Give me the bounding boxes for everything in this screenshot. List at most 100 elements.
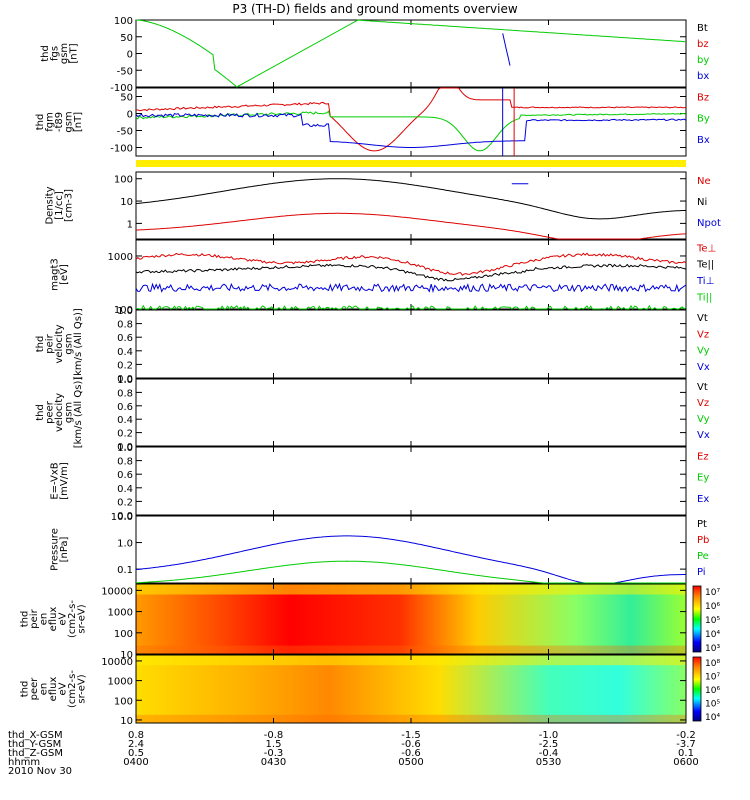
axis-row-value: -1.5 bbox=[401, 730, 421, 741]
y-tick-label: 10 bbox=[120, 650, 133, 661]
panel-frame bbox=[135, 446, 687, 516]
colorbar-tick-label: 10⁶ bbox=[705, 602, 720, 612]
y-axis-label: fgs bbox=[49, 46, 60, 61]
axis-row-value: -0.6 bbox=[401, 748, 421, 759]
axis-row-value: 0600 bbox=[673, 757, 698, 768]
y-axis-label: sr-eV) bbox=[77, 674, 88, 703]
y-tick-label: 0.8 bbox=[117, 457, 133, 468]
series-p1-blue bbox=[502, 33, 511, 66]
legend-Ti⊥: Ti⊥ bbox=[696, 276, 714, 287]
legend-Pt: Pt bbox=[697, 519, 707, 530]
y-axis-label: [mV/m] bbox=[59, 462, 70, 500]
y-axis-label: [nPa] bbox=[59, 536, 70, 562]
y-tick-label: 0.4 bbox=[117, 484, 133, 495]
series-p4-blue bbox=[135, 282, 687, 294]
y-axis-label: (cm2-s- bbox=[67, 670, 78, 708]
legend-bx: bx bbox=[697, 71, 709, 82]
y-tick-label: 0.8 bbox=[117, 388, 133, 399]
y-tick-label: 0.0 bbox=[117, 442, 133, 453]
y-tick-label: 0.4 bbox=[117, 347, 133, 358]
axis-date: 2010 Nov 30 bbox=[8, 766, 72, 777]
y-axis-label: peir bbox=[45, 333, 56, 353]
y-axis-label: thd bbox=[20, 681, 31, 698]
y-axis-label: gsm bbox=[59, 43, 70, 64]
y-axis-label: thd bbox=[40, 45, 51, 62]
y-tick-label: -50 bbox=[117, 127, 133, 138]
panel-p9: 10⁷ 10⁶ 10⁵ 10⁴ 10³ 10000 1000 100 10 thdpeirenef… bbox=[20, 583, 720, 661]
y-axis-label: [nT] bbox=[73, 112, 84, 132]
y-tick-label: 10.0 bbox=[111, 512, 133, 523]
y-axis-label: thd bbox=[35, 114, 46, 131]
legend-Vt: Vt bbox=[697, 313, 708, 324]
y-axis-label: (cm2-s- bbox=[67, 600, 78, 638]
y-tick-label: 1.0 bbox=[117, 443, 133, 454]
panel-frame bbox=[135, 309, 687, 379]
colorbar-tick-label: 10⁵ bbox=[705, 700, 720, 710]
y-axis-label: eflux bbox=[48, 607, 59, 632]
axis-row-value: 2.4 bbox=[128, 739, 144, 750]
legend-Ey: Ey bbox=[697, 473, 709, 484]
y-axis-label: thd bbox=[35, 404, 46, 421]
heatmap-band-top bbox=[136, 655, 686, 666]
axis-row-value: 0530 bbox=[536, 757, 561, 768]
y-tick-label: -50 bbox=[117, 66, 133, 77]
series-p8-blue bbox=[135, 535, 686, 584]
series-p8-green bbox=[135, 560, 686, 584]
legend-bz: bz bbox=[697, 39, 709, 50]
axis-row-value: 0.1 bbox=[678, 748, 694, 759]
y-axis-label: [eV] bbox=[59, 264, 70, 285]
axis-row-label: hhmm bbox=[8, 757, 40, 768]
mode-bar bbox=[136, 160, 686, 167]
legend-Ne: Ne bbox=[697, 176, 711, 187]
y-tick-label: 0 bbox=[127, 50, 133, 61]
y-axis-label: peer bbox=[29, 677, 40, 701]
y-axis-label: velocity bbox=[54, 393, 65, 432]
y-axis-label: thd bbox=[20, 611, 31, 628]
series-p4-black bbox=[135, 263, 687, 282]
legend-Vy: Vy bbox=[697, 414, 710, 425]
legend-Npot: Npot bbox=[697, 218, 721, 229]
y-tick-label: 1.0 bbox=[117, 539, 133, 550]
panel-p5: 1.0 0.8 0.6 0.4 0.2 0.0 thdpeirvelocitygsm[km/… bbox=[35, 306, 710, 385]
y-tick-label: 0.1 bbox=[117, 565, 133, 576]
colorbar-tick-label: 10⁷ bbox=[705, 588, 720, 598]
legend-Ti||: Ti|| bbox=[696, 293, 712, 304]
y-axis-label: [cm-3] bbox=[64, 189, 75, 222]
y-axis-label: -t89 bbox=[54, 112, 65, 132]
y-tick-label: 1000 bbox=[108, 608, 133, 619]
panel-p6: 1.0 0.8 0.6 0.4 0.2 0.0 thdpeervelocitygsm[km/… bbox=[35, 375, 710, 453]
legend-Ni: Ni bbox=[697, 197, 707, 208]
y-axis-label: gsm bbox=[64, 333, 75, 354]
y-tick-label: 1.0 bbox=[117, 306, 133, 317]
y-tick-label: 100 bbox=[114, 16, 133, 27]
legend-Ex: Ex bbox=[697, 494, 709, 505]
y-tick-label: 0.4 bbox=[117, 415, 133, 426]
y-tick-label: 0 bbox=[127, 110, 133, 121]
y-tick-label: 0.0 bbox=[117, 374, 133, 385]
axis-row-value: -0.4 bbox=[539, 748, 559, 759]
y-axis-label: peer bbox=[45, 400, 56, 424]
y-tick-label: 100 bbox=[114, 696, 133, 707]
legend-Bt: Bt bbox=[697, 23, 708, 34]
y-axis-label: eV bbox=[58, 682, 69, 695]
y-tick-label: 0.2 bbox=[117, 429, 133, 440]
y-tick-label: 100 bbox=[114, 305, 133, 316]
panel-frame bbox=[135, 19, 687, 88]
axis-row-value: -2.5 bbox=[539, 739, 559, 750]
legend-Vz: Vz bbox=[697, 329, 709, 340]
heatmap-band-top bbox=[136, 584, 686, 595]
series-p4-green bbox=[135, 304, 687, 310]
y-axis-label: eflux bbox=[48, 677, 59, 702]
legend-Vx: Vx bbox=[697, 430, 710, 441]
colorbar-tick-label: 10⁴ bbox=[705, 630, 720, 640]
colorbar-tick-label: 10⁵ bbox=[705, 616, 720, 626]
y-tick-label: 10 bbox=[120, 716, 133, 727]
panel-p10: 10⁸ 10⁷ 10⁶ 10⁵ 10⁴ 10000 1000 100 10 thdpeerenef… bbox=[20, 654, 720, 727]
y-tick-label: 1 bbox=[127, 219, 133, 230]
axis-row-value: 0500 bbox=[398, 757, 423, 768]
panel-frame bbox=[135, 171, 687, 240]
y-tick-label: 0.2 bbox=[117, 360, 133, 371]
axis-row-value: -3.7 bbox=[676, 739, 696, 750]
legend-Vt: Vt bbox=[697, 382, 708, 393]
